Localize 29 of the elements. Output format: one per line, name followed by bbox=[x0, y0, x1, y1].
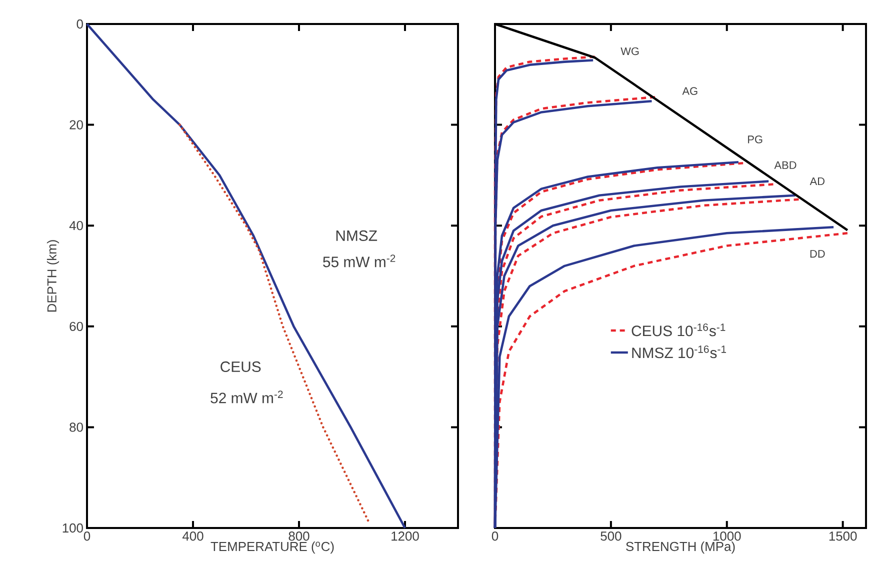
annotation: AG bbox=[682, 87, 698, 95]
y-tick-label: 20 bbox=[70, 120, 83, 130]
y-axis-title: DEPTH (km) bbox=[46, 240, 60, 312]
x-tick-label: 0 bbox=[492, 532, 498, 541]
annotation: 52 mW m$^{-2}$ bbox=[210, 390, 283, 404]
y-tick-label: 0 bbox=[76, 19, 83, 29]
x-axis-title: STRENGTH (MPa) bbox=[626, 542, 735, 554]
y-tick-label: 40 bbox=[69, 221, 83, 230]
y-tick-label: 100 bbox=[62, 523, 83, 533]
x-tick-label: 500 bbox=[600, 532, 622, 541]
x-tick-label: 800 bbox=[288, 532, 310, 541]
annotation: ABD bbox=[774, 161, 796, 169]
y-tick-label: 80 bbox=[70, 422, 83, 432]
legend-label: CEUS 10$^{-16}$s$^{-1}$ bbox=[632, 324, 726, 336]
x-tick-label: 1500 bbox=[829, 532, 857, 541]
annotation: PG bbox=[748, 136, 762, 144]
annotation: DD bbox=[810, 250, 825, 258]
legend-label: NMSZ 10$^{-16}$s$^{-1}$ bbox=[632, 346, 726, 358]
x-tick-label: 1200 bbox=[392, 532, 419, 541]
x-tick-label: 0 bbox=[84, 532, 90, 541]
annotation: 55 mW m$^{-2}$ bbox=[323, 254, 396, 268]
x-axis-title: TEMPERATURE ($^{o}$C) bbox=[210, 542, 334, 554]
x-tick-label: 400 bbox=[182, 532, 204, 541]
annotation: CEUS bbox=[220, 361, 261, 372]
annotation: AD bbox=[810, 177, 824, 186]
annotation: WG bbox=[620, 47, 639, 56]
annotation: NMSZ bbox=[336, 230, 378, 241]
x-tick-label: 1000 bbox=[713, 532, 741, 541]
y-tick-label: 60 bbox=[70, 322, 83, 331]
